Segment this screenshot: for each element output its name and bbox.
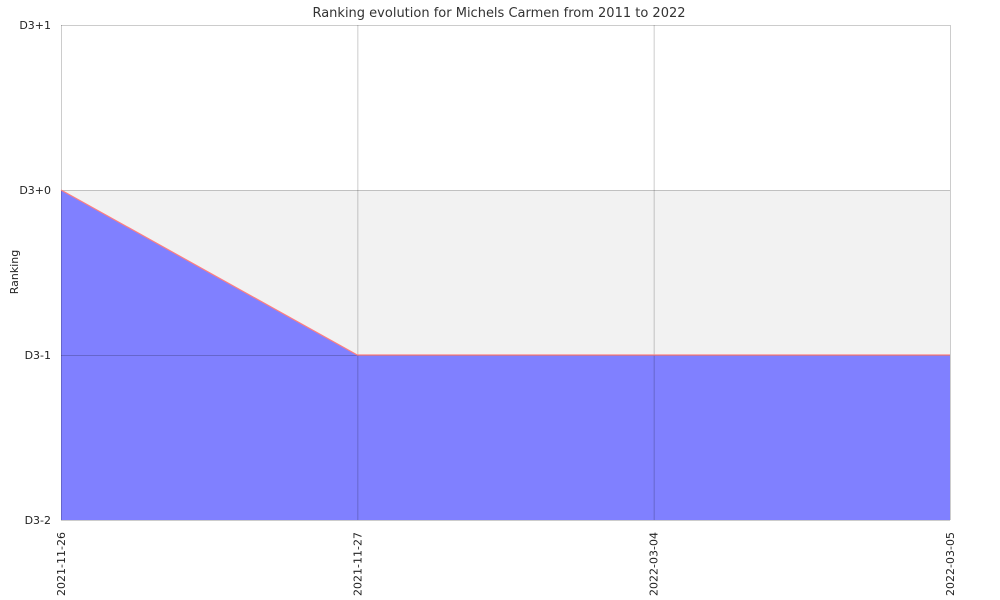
x-tick-labels: 2021-11-26 2021-11-27 2022-03-04 2022-03-05 — [55, 532, 957, 596]
y-axis-label: Ranking — [8, 250, 21, 295]
x-tick-label: 2022-03-05 — [944, 532, 957, 596]
background-band-0 — [61, 25, 950, 190]
x-tick-label: 2022-03-04 — [648, 532, 661, 596]
chart-title: Ranking evolution for Michels Carmen fro… — [312, 6, 685, 21]
x-tick-label: 2021-11-27 — [351, 532, 364, 596]
y-tick-label: D3-1 — [25, 349, 51, 362]
y-tick-label: D3-2 — [25, 514, 51, 527]
y-tick-label: D3+1 — [19, 19, 51, 32]
y-tick-labels: D3-2 D3-1 D3+0 D3+1 — [19, 19, 51, 527]
grid-lines — [61, 25, 951, 521]
series-line-layer — [60, 189, 950, 356]
series-line — [60, 189, 950, 356]
y-tick-label: D3+0 — [19, 184, 51, 197]
x-tick-label: 2021-11-26 — [55, 532, 68, 596]
